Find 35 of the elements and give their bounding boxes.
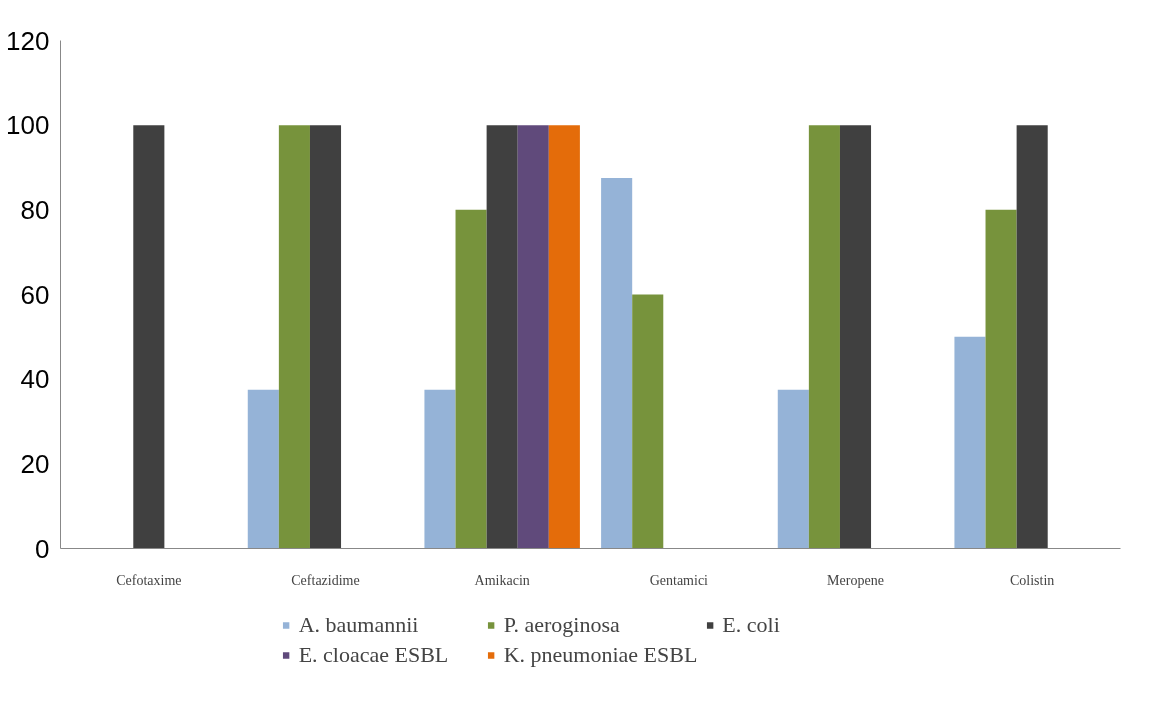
y-tick-label: 100 (6, 110, 50, 141)
x-tick-label: Amikacin (474, 572, 530, 588)
legend-label: A. baumannii (298, 612, 420, 638)
bar (424, 389, 456, 549)
legend-label: K. pneumoniae ESBL (503, 642, 698, 668)
bar (808, 125, 840, 549)
x-tick-label: Meropene (827, 572, 884, 588)
bar (985, 209, 1017, 549)
bar (954, 336, 986, 549)
bar (632, 294, 664, 549)
bar (601, 178, 633, 549)
x-tick-label: Gentamici (649, 572, 709, 588)
bar (309, 125, 342, 549)
bar (486, 125, 518, 549)
y-tick-label: 80 (20, 194, 50, 225)
bar (455, 209, 487, 549)
x-tick-label: Ceftazidime (291, 572, 360, 588)
legend-label: E. cloacae ESBL (298, 642, 450, 668)
bar (517, 125, 549, 549)
bar (133, 125, 165, 549)
y-tick-label: 120 (6, 25, 50, 56)
y-tick-label: 40 (20, 364, 50, 395)
legend-label: E. coli (722, 612, 781, 638)
y-tick-label: 60 (20, 279, 50, 310)
bar (1016, 125, 1048, 549)
y-tick-label: 20 (20, 448, 50, 479)
x-tick-label: Cefotaxime (116, 572, 182, 588)
bar (278, 125, 310, 549)
bar (777, 389, 809, 549)
legend-label: P. aeroginosa (503, 612, 621, 638)
x-tick-label: Colistin (1009, 572, 1055, 588)
y-tick-label: 0 (35, 533, 50, 564)
bar (839, 125, 872, 549)
bar (247, 389, 279, 549)
bar (548, 125, 580, 549)
